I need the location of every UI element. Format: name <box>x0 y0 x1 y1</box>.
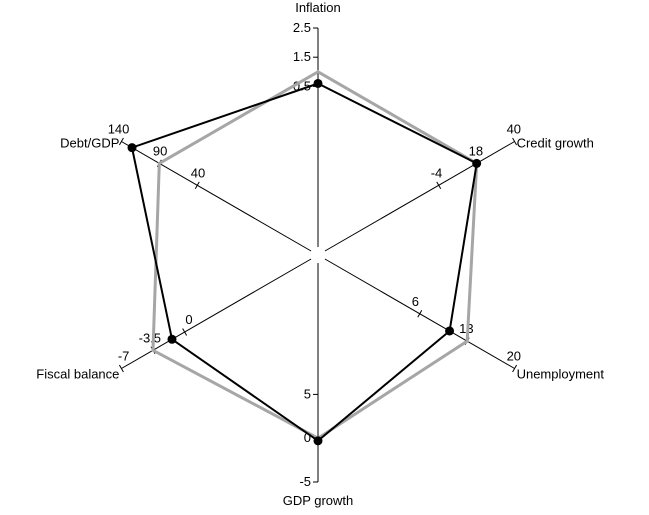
axis-label-credit-growth: Credit growth <box>517 136 594 151</box>
tick-label-gdp-growth-5: 5 <box>304 386 311 401</box>
series-2-point-gdp-growth <box>313 436 323 446</box>
tick-debt-gdp-40 <box>194 181 200 190</box>
tick-label-credit-growth-4: -4 <box>431 165 443 180</box>
tick-label-fiscal-balance-0: 0 <box>185 312 192 327</box>
axis-label-gdp-growth: GDP growth <box>283 493 354 508</box>
series-1-line <box>151 70 479 440</box>
tick-fiscal-balance-0 <box>182 328 188 336</box>
axis-label-inflation: Inflation <box>295 0 341 15</box>
series-2-point-fiscal-balance <box>167 334 177 344</box>
tick-label-fiscal-balance-7: -7 <box>118 349 130 364</box>
axis-line-credit-growth <box>324 141 515 252</box>
tick-label-debt-gdp-140: 140 <box>108 122 130 137</box>
tick-credit-growth-40 <box>512 137 518 146</box>
series-2-point-credit-growth <box>472 158 482 168</box>
tick-label-inflation-2-5: 2.5 <box>293 20 311 35</box>
axis-line-fiscal-balance <box>121 258 312 369</box>
axis-label-fiscal-balance: Fiscal balance <box>36 367 119 382</box>
tick-fiscal-balance-7 <box>118 364 124 373</box>
series-2-point-inflation <box>313 78 323 88</box>
tick-credit-growth-4 <box>436 181 442 190</box>
axis-line-debt-gdp <box>121 141 312 252</box>
axis-label-unemployment: Unemployment <box>517 367 605 382</box>
tick-label-debt-gdp-90: 90 <box>153 143 167 158</box>
series-2-point-debt-gdp <box>127 143 137 153</box>
tick-unemployment-6 <box>417 310 423 318</box>
tick-label-gdp-growth-5: -5 <box>299 474 311 489</box>
tick-unemployment-20 <box>512 364 518 373</box>
series-2-point-unemployment <box>445 326 455 336</box>
tick-label-unemployment-20: 20 <box>507 349 521 364</box>
tick-label-debt-gdp-40: 40 <box>191 165 205 180</box>
tick-debt-gdp-140 <box>118 137 124 146</box>
tick-label-fiscal-balance-3-5: -3.5 <box>139 330 161 345</box>
axis-label-debt-gdp: Debt/GDP <box>60 136 119 151</box>
tick-label-credit-growth-40: 40 <box>507 122 521 137</box>
tick-label-unemployment-6: 6 <box>412 294 419 309</box>
tick-label-gdp-growth-0: 0 <box>304 430 311 445</box>
tick-label-inflation-1-5: 1.5 <box>293 49 311 64</box>
tick-label-credit-growth-18: 18 <box>469 143 483 158</box>
